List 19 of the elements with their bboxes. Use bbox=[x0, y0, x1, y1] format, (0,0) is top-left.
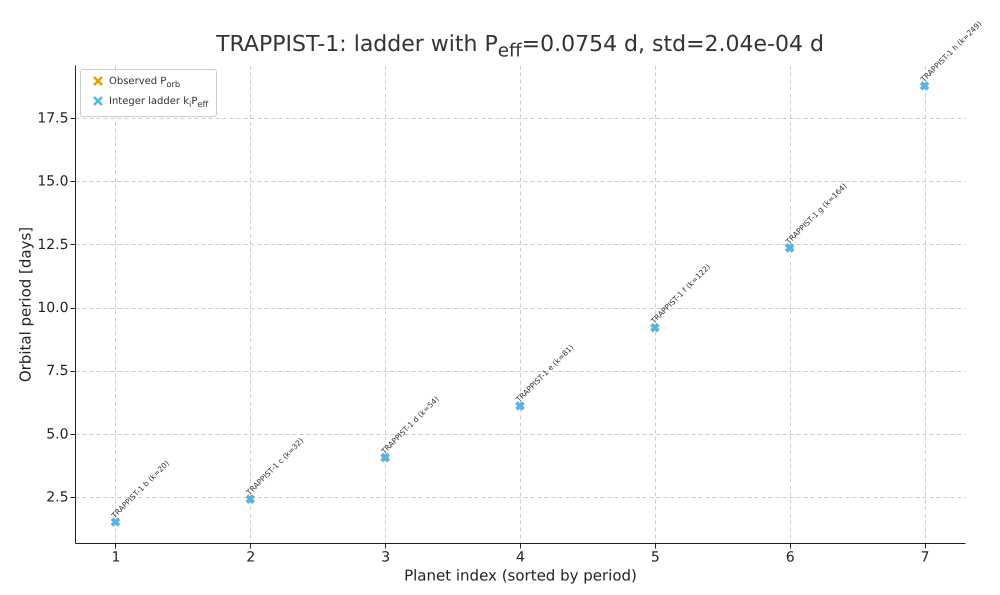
y-tick-label: 5.0 bbox=[46, 426, 68, 442]
x-tick-label: 3 bbox=[381, 550, 390, 566]
legend-label: Integer ladder k$_{i}$P$_{eff}$ bbox=[108, 95, 208, 111]
x-tick-label: 5 bbox=[650, 550, 660, 566]
y-tick-label: 12.5 bbox=[37, 236, 68, 253]
y-tick-label: 7.5 bbox=[46, 363, 68, 380]
x-axis-title: Planet index (sorted by period) bbox=[404, 566, 637, 584]
y-tick-label: 2.5 bbox=[46, 490, 68, 506]
x-tick-label: 6 bbox=[786, 550, 795, 566]
y-tick-label: 17.5 bbox=[37, 110, 68, 127]
y-tick-label: 15.0 bbox=[37, 174, 68, 190]
x-tick-label: 7 bbox=[920, 550, 930, 566]
x-tick-label: 4 bbox=[516, 550, 526, 566]
legend-label: Observed P$_{orb}$ bbox=[108, 75, 182, 91]
chart-title: TRAPPIST-1: ladder with P$_{eff}$=0.0754 d, std=2.04e-04 d bbox=[216, 32, 824, 62]
y-tick-label: 10.0 bbox=[37, 300, 68, 316]
x-tick-label: 1 bbox=[111, 550, 120, 566]
y-axis-title: Orbital period [days] bbox=[16, 226, 34, 382]
x-tick-label: 2 bbox=[246, 550, 256, 566]
